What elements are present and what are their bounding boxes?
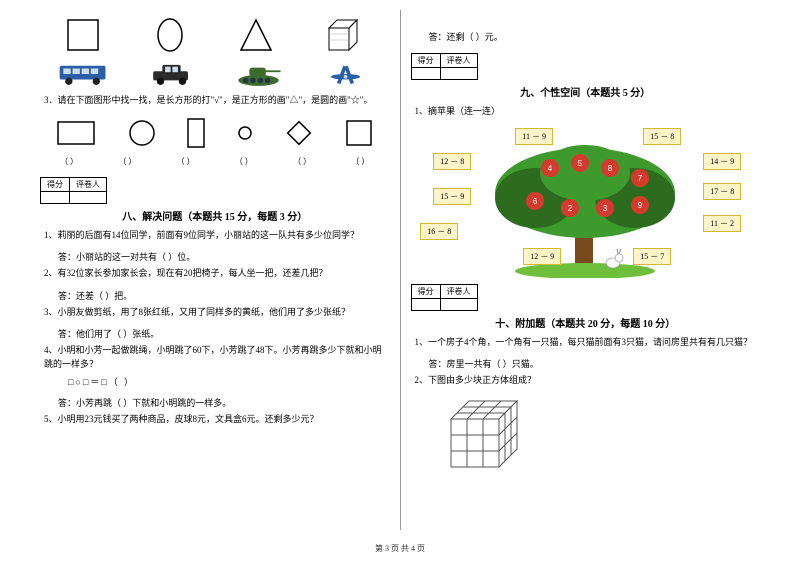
expression-box: 11 － 2 bbox=[703, 215, 741, 232]
svg-text:3: 3 bbox=[603, 204, 608, 213]
section9-title: 九、个性空间（本题共 5 分） bbox=[411, 84, 761, 99]
cube-icon bbox=[323, 16, 365, 54]
bus-icon bbox=[56, 60, 111, 88]
svg-text:5: 5 bbox=[578, 159, 583, 168]
q8-3a: 答：他们用了（ ）张纸。 bbox=[58, 327, 390, 340]
q8-3: 3、小朋友做剪纸，用了8张红纸，又用了同样多的黄纸，他们用了多少张纸？ bbox=[44, 306, 390, 320]
expression-box: 16 － 8 bbox=[420, 223, 458, 240]
expression-box: 15 － 8 bbox=[643, 128, 681, 145]
tank-icon bbox=[231, 60, 286, 88]
rubiks-cube-icon bbox=[441, 394, 531, 479]
score-label: 得分 bbox=[41, 177, 70, 191]
oval-icon bbox=[151, 16, 189, 54]
q8-2: 2、有32位家长参加家长会，现在有20把椅子，每人坐一把，还差几把？ bbox=[44, 267, 390, 281]
car-icon bbox=[144, 60, 199, 88]
svg-text:4: 4 bbox=[548, 164, 553, 173]
expression-box: 15 － 7 bbox=[633, 248, 671, 265]
top-ans: 答：还剩（ ）元。 bbox=[429, 30, 761, 43]
expression-box: 12 － 9 bbox=[523, 248, 561, 265]
q10-2: 2、下图由多少块正方体组成？ bbox=[415, 374, 761, 388]
paren: （ ） bbox=[351, 156, 369, 167]
expression-box: 17 － 8 bbox=[703, 183, 741, 200]
cube-figure bbox=[441, 394, 761, 479]
paren: （ ） bbox=[177, 156, 195, 167]
svg-text:8: 8 bbox=[608, 164, 613, 173]
tall-rect-icon bbox=[185, 116, 207, 150]
paren: （ ） bbox=[60, 156, 78, 167]
score-box-8: 得分 评卷人 bbox=[40, 177, 390, 204]
paren: （ ） bbox=[235, 156, 253, 167]
expression-box: 12 － 8 bbox=[433, 153, 471, 170]
vehicles-row bbox=[40, 60, 390, 88]
paren: （ ） bbox=[118, 156, 136, 167]
section10-title: 十、附加题（本题共 20 分，每题 10 分） bbox=[411, 315, 761, 330]
paren: （ ） bbox=[293, 156, 311, 167]
diamond-icon bbox=[283, 117, 315, 149]
left-column: 3．请在下面图形中找一找，是长方形的打"√"，是正方形的画"△"，是圆的画"☆"… bbox=[30, 10, 400, 540]
plane-icon bbox=[318, 60, 373, 88]
q3-parens: （ ） （ ） （ ） （ ） （ ） （ ） bbox=[40, 156, 390, 167]
svg-text:9: 9 bbox=[638, 201, 643, 210]
expression-box: 14 － 9 bbox=[703, 153, 741, 170]
triangle-icon bbox=[237, 16, 275, 54]
q3-text: 3．请在下面图形中找一找，是长方形的打"√"，是正方形的画"△"，是圆的画"☆"… bbox=[44, 94, 390, 108]
score-label: 得分 bbox=[411, 54, 440, 68]
q8-4f: □○□＝□（ ） bbox=[68, 375, 390, 388]
expression-box: 15 － 9 bbox=[433, 188, 471, 205]
q10-1: 1、一个房子4个角，一个角有一只猫，每只猫前面有3只猫，请问房里共有有几只猫？ bbox=[415, 336, 761, 350]
q8-4: 4、小明和小芳一起做跳绳，小明跳了60下，小芳跳了48下。小芳再跳多少下就和小明… bbox=[44, 344, 390, 371]
q8-2a: 答：还差（ ）把。 bbox=[58, 289, 390, 302]
svg-text:2: 2 bbox=[568, 204, 573, 213]
svg-text:7: 7 bbox=[638, 174, 643, 183]
q3-shapes bbox=[40, 116, 390, 150]
expression-box: 11 － 9 bbox=[515, 128, 553, 145]
score-box-9: 得分 评卷人 bbox=[411, 53, 761, 80]
reviewer-label: 评卷人 bbox=[440, 284, 477, 298]
q8-1a: 答：小丽站的这一对共有（ ）位。 bbox=[58, 250, 390, 263]
page-footer: 第 3 页 共 4 页 bbox=[0, 540, 800, 554]
score-label: 得分 bbox=[411, 284, 440, 298]
rect-icon bbox=[54, 118, 98, 148]
circle-icon bbox=[127, 118, 157, 148]
q10-1a: 答：房里一共有（ ）只猫。 bbox=[429, 357, 761, 370]
square-icon bbox=[64, 16, 102, 54]
reviewer-label: 评卷人 bbox=[70, 177, 107, 191]
section8-title: 八、解决问题（本题共 15 分，每题 3 分） bbox=[40, 208, 390, 223]
q8-5: 5、小明用23元钱买了两种商品，皮球8元，文具盒6元。还剩多少元？ bbox=[44, 413, 390, 427]
page-body: 3．请在下面图形中找一找，是长方形的打"√"，是正方形的画"△"，是圆的画"☆"… bbox=[0, 0, 800, 540]
square2-icon bbox=[343, 117, 375, 149]
q8-1: 1、莉丽的后面有14位同学，前面有9位同学，小丽站的这一队共有多少位同学？ bbox=[44, 229, 390, 243]
small-circle-icon bbox=[236, 124, 254, 142]
score-box-10: 得分 评卷人 bbox=[411, 284, 761, 311]
right-column: 答：还剩（ ）元。 得分 评卷人 九、个性空间（本题共 5 分） 1、摘苹果（连… bbox=[401, 10, 771, 540]
reviewer-label: 评卷人 bbox=[440, 54, 477, 68]
q8-4a: 答：小芳再跳（ ）下就和小明跳的一样多。 bbox=[58, 396, 390, 409]
shapes-row-1 bbox=[40, 16, 390, 54]
svg-text:6: 6 bbox=[533, 197, 538, 206]
q9-1: 1、摘苹果（连一连） bbox=[415, 105, 761, 119]
tree-area: 4 5 8 7 6 2 3 9 11 － 9 15 － 8 12 － 8 14 － 9… bbox=[415, 123, 755, 278]
